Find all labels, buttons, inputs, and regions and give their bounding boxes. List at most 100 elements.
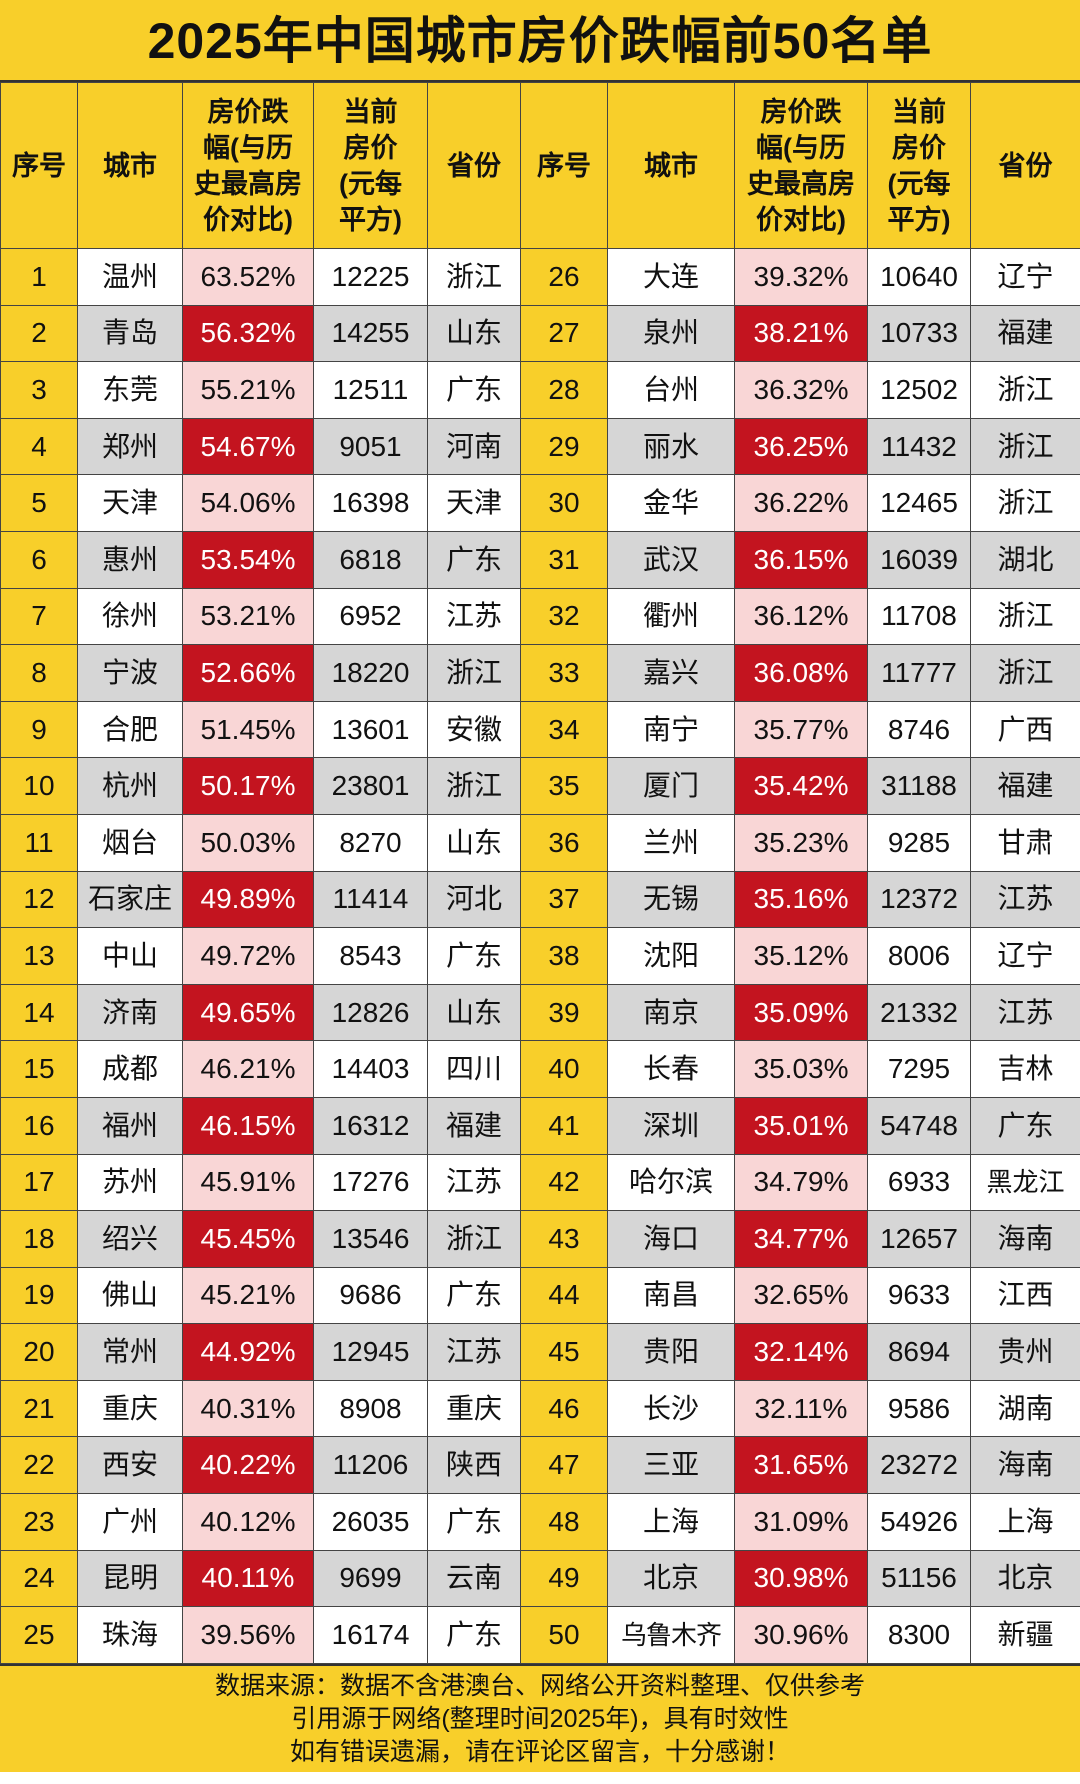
province-cell: 陕西 (427, 1436, 521, 1495)
city-cell: 金华 (607, 474, 735, 532)
price-cell: 26035 (313, 1493, 428, 1551)
rank-cell: 37 (520, 870, 608, 929)
price-cell: 14255 (313, 304, 428, 363)
province-cell: 福建 (970, 757, 1080, 815)
drop-cell: 53.21% (182, 587, 314, 646)
province-cell: 浙江 (970, 644, 1080, 702)
city-cell: 哈尔滨 (607, 1153, 735, 1212)
price-cell: 9285 (867, 813, 971, 872)
drop-cell: 32.14% (734, 1323, 868, 1381)
price-cell: 12465 (867, 474, 971, 532)
price-cell: 21332 (867, 983, 971, 1042)
city-cell: 丽水 (607, 417, 735, 476)
drop-cell: 35.16% (734, 870, 868, 929)
rank-cell: 8 (0, 644, 78, 702)
province-cell: 浙江 (427, 248, 521, 306)
city-cell: 东莞 (77, 361, 183, 419)
table-row: 24 昆明 40.11% 9699 云南 49 北京 30.98% 51156 北京 (0, 1549, 1080, 1608)
price-cell: 13601 (313, 700, 428, 759)
table-row: 8 宁波 52.66% 18220 浙江 33 嘉兴 36.08% 11777 浙江 (0, 644, 1080, 702)
drop-cell: 51.45% (182, 700, 314, 759)
province-cell: 江苏 (970, 870, 1080, 929)
table-row: 15 成都 46.21% 14403 四川 40 长春 35.03% 7295 吉林 (0, 1040, 1080, 1098)
city-cell: 无锡 (607, 870, 735, 929)
table-row: 3 东莞 55.21% 12511 广东 28 台州 36.32% 12502 浙江 (0, 361, 1080, 419)
drop-cell: 39.56% (182, 1606, 314, 1664)
city-cell: 衢州 (607, 587, 735, 646)
rank-cell: 49 (520, 1549, 608, 1608)
rank-cell: 5 (0, 474, 78, 532)
city-cell: 深圳 (607, 1096, 735, 1155)
drop-cell: 35.01% (734, 1096, 868, 1155)
drop-cell: 56.32% (182, 304, 314, 363)
rank-cell: 50 (520, 1606, 608, 1664)
price-cell: 11777 (867, 644, 971, 702)
table-row: 17 苏州 45.91% 17276 江苏 42 哈尔滨 34.79% 6933 黑龙江 (0, 1153, 1080, 1212)
province-cell: 江苏 (427, 587, 521, 646)
province-cell: 湖南 (970, 1379, 1080, 1438)
city-cell: 台州 (607, 361, 735, 419)
page-title: 2025年中国城市房价跌幅前50名单 (0, 0, 1080, 82)
rank-cell: 11 (0, 813, 78, 872)
drop-cell: 49.65% (182, 983, 314, 1042)
province-cell: 河北 (427, 870, 521, 929)
drop-cell: 30.98% (734, 1549, 868, 1608)
price-cell: 8694 (867, 1323, 971, 1381)
city-cell: 苏州 (77, 1153, 183, 1212)
rank-cell: 41 (520, 1096, 608, 1155)
rank-cell: 2 (0, 304, 78, 363)
header-index: 序号 (520, 82, 608, 249)
rank-cell: 1 (0, 248, 78, 306)
province-cell: 福建 (970, 304, 1080, 363)
price-cell: 12225 (313, 248, 428, 306)
drop-cell: 35.09% (734, 983, 868, 1042)
province-cell: 北京 (970, 1549, 1080, 1608)
table-row: 12 石家庄 49.89% 11414 河北 37 无锡 35.16% 12372 江苏 (0, 870, 1080, 929)
province-cell: 广东 (427, 361, 521, 419)
table-row: 23 广州 40.12% 26035 广东 48 上海 31.09% 54926 上海 (0, 1493, 1080, 1551)
province-cell: 江苏 (427, 1153, 521, 1212)
header-city: 城市 (77, 82, 183, 249)
rank-cell: 44 (520, 1266, 608, 1325)
province-cell: 安徽 (427, 700, 521, 759)
price-cell: 54926 (867, 1493, 971, 1551)
city-cell: 沈阳 (607, 927, 735, 985)
table-row: 19 佛山 45.21% 9686 广东 44 南昌 32.65% 9633 江西 (0, 1266, 1080, 1325)
city-cell: 珠海 (77, 1606, 183, 1664)
table-row: 11 烟台 50.03% 8270 山东 36 兰州 35.23% 9285 甘肃 (0, 813, 1080, 872)
price-cell: 8006 (867, 927, 971, 985)
city-cell: 贵阳 (607, 1323, 735, 1381)
province-cell: 贵州 (970, 1323, 1080, 1381)
province-cell: 天津 (427, 474, 521, 532)
table-row: 13 中山 49.72% 8543 广东 38 沈阳 35.12% 8006 辽宁 (0, 927, 1080, 985)
table-row: 2 青岛 56.32% 14255 山东 27 泉州 38.21% 10733 福建 (0, 304, 1080, 363)
drop-cell: 32.11% (734, 1379, 868, 1438)
rank-cell: 23 (0, 1493, 78, 1551)
city-cell: 南昌 (607, 1266, 735, 1325)
city-cell: 兰州 (607, 813, 735, 872)
drop-cell: 35.42% (734, 757, 868, 815)
table-row: 18 绍兴 45.45% 13546 浙江 43 海口 34.77% 12657 海南 (0, 1210, 1080, 1268)
drop-cell: 49.89% (182, 870, 314, 929)
drop-cell: 45.21% (182, 1266, 314, 1325)
rank-cell: 21 (0, 1379, 78, 1438)
city-cell: 武汉 (607, 530, 735, 589)
table-row: 10 杭州 50.17% 23801 浙江 35 厦门 35.42% 31188 福建 (0, 757, 1080, 815)
table-row: 16 福州 46.15% 16312 福建 41 深圳 35.01% 54748 广东 (0, 1096, 1080, 1155)
rank-cell: 12 (0, 870, 78, 929)
drop-cell: 36.08% (734, 644, 868, 702)
rank-cell: 10 (0, 757, 78, 815)
rank-cell: 38 (520, 927, 608, 985)
drop-cell: 63.52% (182, 248, 314, 306)
table-row: 1 温州 63.52% 12225 浙江 26 大连 39.32% 10640 辽宁 (0, 248, 1080, 306)
footer-line: 引用源于网络(整理时间2025年)，具有时效性 (291, 1704, 789, 1733)
rank-cell: 18 (0, 1210, 78, 1268)
drop-cell: 36.22% (734, 474, 868, 532)
drop-cell: 31.65% (734, 1436, 868, 1495)
drop-cell: 50.03% (182, 813, 314, 872)
province-cell: 广东 (970, 1096, 1080, 1155)
province-cell: 浙江 (427, 757, 521, 815)
drop-cell: 34.77% (734, 1210, 868, 1268)
city-cell: 烟台 (77, 813, 183, 872)
rank-cell: 32 (520, 587, 608, 646)
